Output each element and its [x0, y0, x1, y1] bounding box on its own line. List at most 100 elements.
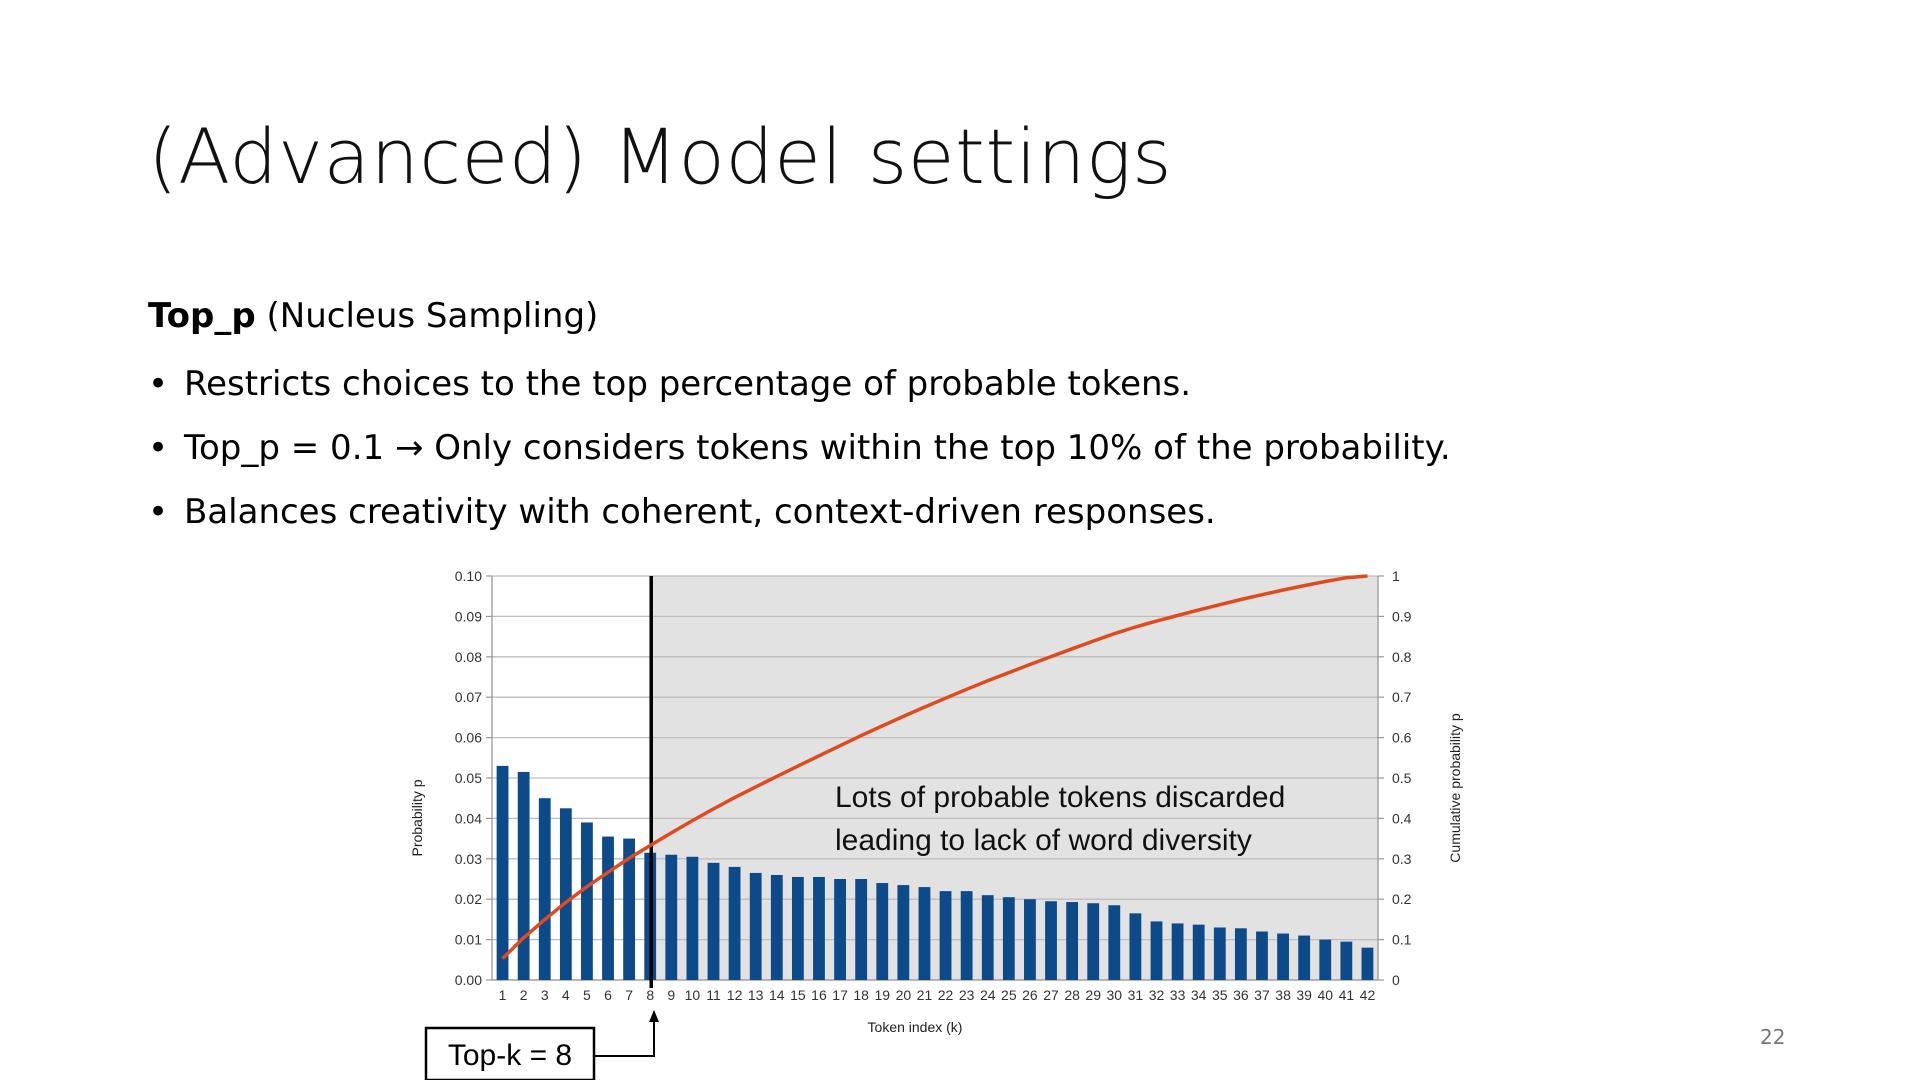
x-tick-label: 31 [1128, 987, 1144, 1003]
y2-tick-label: 0.5 [1392, 770, 1412, 786]
x-tick-label: 26 [1022, 987, 1038, 1003]
y-tick-label: 0.03 [455, 851, 482, 867]
bar [834, 879, 846, 980]
y-tick-label: 0.07 [455, 689, 482, 705]
bullet-item: • Top_p = 0.1 → Only considers tokens wit… [148, 416, 1451, 480]
y2-tick-label: 0.6 [1392, 730, 1412, 746]
bar [1002, 897, 1015, 980]
y2-axis-title: Cumulative probability p [1447, 713, 1463, 863]
x-tick-label: 12 [727, 987, 743, 1003]
y2-tick-label: 0.2 [1392, 891, 1412, 907]
x-tick-label: 38 [1275, 987, 1291, 1003]
bar [855, 879, 868, 980]
section-heading-rest: (Nucleus Sampling) [255, 296, 599, 336]
x-tick-label: 40 [1317, 987, 1333, 1003]
bar [1277, 933, 1289, 980]
x-tick-label: 9 [667, 987, 675, 1003]
top-k-callout-label: Top-k = 8 [448, 1039, 572, 1072]
top-k-callout-connector [594, 1020, 655, 1057]
x-tick-label: 15 [790, 987, 806, 1003]
bar [1319, 939, 1332, 980]
y2-tick-label: 0.4 [1392, 810, 1412, 826]
x-tick-label: 10 [685, 987, 701, 1003]
x-tick-label: 14 [769, 987, 785, 1003]
bullet-text: Top_p = 0.1 → Only considers tokens with… [184, 428, 1451, 468]
section-heading-bold: Top_p [148, 296, 256, 336]
x-tick-label: 29 [1085, 987, 1101, 1003]
x-tick-label: 5 [583, 987, 591, 1003]
top-p-chart: 0.00 0.01 0.02 0.03 0.04 0.05 0.06 0.07 0.08 0.09… [409, 568, 1463, 1080]
bar [897, 885, 910, 980]
x-axis-title: Token index (k) [868, 1019, 963, 1035]
y-tick-label: 0.09 [455, 608, 482, 624]
x-tick-label: 33 [1170, 987, 1186, 1003]
bar [1087, 903, 1100, 980]
y-tick-label: 0.08 [455, 649, 482, 665]
y2-tick-label: 1 [1392, 568, 1400, 584]
x-tick-label: 25 [1001, 987, 1017, 1003]
x-tick-label: 11 [706, 987, 721, 1003]
y-tick-label: 0.04 [455, 810, 482, 826]
bar [665, 854, 678, 980]
y-tick-label: 0.02 [455, 891, 482, 907]
bar [602, 836, 614, 980]
x-tick-label: 6 [604, 987, 612, 1003]
bar [1192, 924, 1205, 980]
annotation-line-1: Lots of probable tokens discarded [835, 781, 1285, 814]
bar [960, 891, 973, 980]
x-tick-label: 1 [499, 987, 507, 1003]
x-tick-label: 35 [1212, 987, 1228, 1003]
bar [918, 887, 931, 980]
x-tick-label: 23 [959, 987, 975, 1003]
y2-tick-label: 0 [1392, 972, 1400, 988]
bullet-item: • Balances creativity with coherent, cont… [148, 480, 1451, 544]
bar [813, 876, 825, 980]
bar [623, 838, 636, 980]
bar [581, 822, 593, 980]
x-tick-label: 37 [1254, 987, 1270, 1003]
bar [749, 872, 762, 980]
x-tick-label: 13 [748, 987, 764, 1003]
x-tick-label: 20 [896, 987, 912, 1003]
bar [770, 874, 783, 980]
bar [1298, 935, 1311, 980]
bar [1045, 901, 1057, 980]
bar [981, 895, 994, 980]
x-tick-label: 24 [980, 987, 996, 1003]
x-tick-label: 19 [874, 987, 890, 1003]
y-axis-title: Probability p [409, 779, 425, 856]
bar [517, 771, 530, 980]
x-tick-label: 16 [811, 987, 827, 1003]
bar [707, 862, 720, 980]
x-tick-label: 27 [1043, 987, 1059, 1003]
x-tick-label: 36 [1233, 987, 1249, 1003]
bar [1340, 941, 1353, 980]
bar [939, 891, 952, 980]
x-tick-label: 39 [1296, 987, 1312, 1003]
bar [1129, 913, 1142, 980]
bullet-item: • Restricts choices to the top percentage… [148, 352, 1451, 416]
y-tick-label: 0.01 [455, 932, 482, 948]
top-k-callout-arrowhead [649, 1010, 659, 1022]
y2-tick-label: 0.3 [1392, 851, 1412, 867]
bullet-marker: • [148, 428, 169, 468]
x-tick-label: 4 [562, 987, 570, 1003]
x-tick-label: 28 [1064, 987, 1080, 1003]
x-tick-label: 34 [1191, 987, 1207, 1003]
bar [1066, 902, 1079, 980]
bar [728, 866, 741, 980]
y-tick-label: 0.00 [455, 972, 482, 988]
bar [1213, 927, 1226, 980]
y2-tick-label: 0.7 [1392, 689, 1412, 705]
x-tick-label: 22 [938, 987, 954, 1003]
page-number: 22 [1760, 1025, 1786, 1049]
x-tick-label: 21 [917, 987, 933, 1003]
bar [1171, 923, 1184, 980]
bar [496, 765, 509, 980]
y-tick-label: 0.05 [455, 770, 482, 786]
x-tick-label: 41 [1339, 987, 1355, 1003]
bar [1361, 947, 1374, 980]
annotation-line-2: leading to lack of word diversity [835, 824, 1252, 857]
bar [1256, 931, 1268, 980]
y2-tick-label: 0.9 [1392, 608, 1412, 624]
